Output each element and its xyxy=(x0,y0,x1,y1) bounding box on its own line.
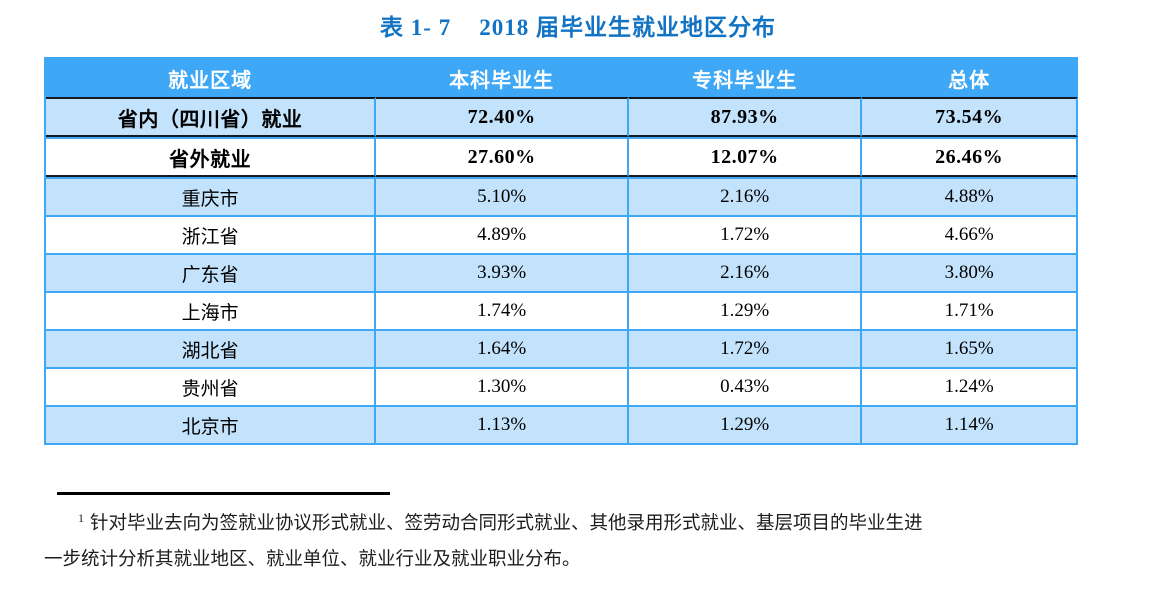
footnote-line-1: 针对毕业去向为签就业协议形式就业、签劳动合同形式就业、其他录用形式就业、基层项目… xyxy=(90,514,923,534)
table-row-hubei: 湖北省 1.64% 1.72% 1.65% xyxy=(46,331,1078,369)
cell-bachelor: 1.64% xyxy=(376,331,630,369)
footnote: 1 针对毕业去向为签就业协议形式就业、签劳动合同形式就业、其他录用形式就业、基层项… xyxy=(44,506,1110,578)
cell-region: 浙江省 xyxy=(46,217,377,255)
table-row-zhejiang: 浙江省 4.89% 1.72% 4.66% xyxy=(46,217,1078,255)
table-caption: 表 1- 7 2018 届毕业生就业地区分布 xyxy=(0,8,1156,42)
cell-overall: 1.14% xyxy=(862,407,1078,445)
cell-associate: 2.16% xyxy=(629,255,863,293)
cell-overall: 26.46% xyxy=(862,137,1078,177)
cell-overall: 1.71% xyxy=(862,293,1078,331)
cell-region: 省外就业 xyxy=(46,137,377,177)
table-row-guizhou: 贵州省 1.30% 0.43% 1.24% xyxy=(46,369,1078,407)
cell-region: 广东省 xyxy=(46,255,377,293)
table-row-in-province: 省内（四川省）就业 72.40% 87.93% 73.54% xyxy=(46,97,1078,137)
cell-bachelor: 1.13% xyxy=(376,407,630,445)
column-header-overall: 总体 xyxy=(862,59,1078,97)
cell-overall: 3.80% xyxy=(862,255,1078,293)
caption-title: 2018 届毕业生就业地区分布 xyxy=(479,15,776,40)
cell-bachelor: 1.74% xyxy=(376,293,630,331)
cell-associate: 1.72% xyxy=(629,217,863,255)
column-header-region: 就业区域 xyxy=(46,59,377,97)
footnote-marker: 1 xyxy=(78,510,84,525)
cell-bachelor: 4.89% xyxy=(376,217,630,255)
employment-region-table: 就业区域 本科毕业生 专科毕业生 总体 省内（四川省）就业 72.40% 87.… xyxy=(44,57,1078,445)
cell-region: 重庆市 xyxy=(46,177,377,217)
cell-bachelor: 3.93% xyxy=(376,255,630,293)
cell-associate: 2.16% xyxy=(629,177,863,217)
cell-region: 上海市 xyxy=(46,293,377,331)
cell-associate: 87.93% xyxy=(629,97,863,137)
table-row-guangdong: 广东省 3.93% 2.16% 3.80% xyxy=(46,255,1078,293)
column-header-associate: 专科毕业生 xyxy=(629,59,863,97)
table-row-beijing: 北京市 1.13% 1.29% 1.14% xyxy=(46,407,1078,445)
cell-overall: 4.88% xyxy=(862,177,1078,217)
cell-bachelor: 72.40% xyxy=(376,97,630,137)
cell-region: 省内（四川省）就业 xyxy=(46,97,377,137)
cell-region: 北京市 xyxy=(46,407,377,445)
cell-overall: 1.65% xyxy=(862,331,1078,369)
cell-associate: 1.29% xyxy=(629,293,863,331)
cell-associate: 12.07% xyxy=(629,137,863,177)
footnote-line-2: 一步统计分析其就业地区、就业单位、就业行业及就业职业分布。 xyxy=(44,550,581,570)
table-row-chongqing: 重庆市 5.10% 2.16% 4.88% xyxy=(46,177,1078,217)
cell-associate: 1.29% xyxy=(629,407,863,445)
cell-bachelor: 5.10% xyxy=(376,177,630,217)
cell-region: 湖北省 xyxy=(46,331,377,369)
cell-associate: 0.43% xyxy=(629,369,863,407)
cell-overall: 4.66% xyxy=(862,217,1078,255)
table-row-shanghai: 上海市 1.74% 1.29% 1.71% xyxy=(46,293,1078,331)
cell-overall: 73.54% xyxy=(862,97,1078,137)
table-row-out-of-province: 省外就业 27.60% 12.07% 26.46% xyxy=(46,137,1078,177)
header-row: 就业区域 本科毕业生 专科毕业生 总体 xyxy=(46,59,1078,97)
footnote-separator xyxy=(57,492,390,495)
cell-bachelor: 1.30% xyxy=(376,369,630,407)
caption-number: 表 1- 7 xyxy=(380,15,452,40)
cell-associate: 1.72% xyxy=(629,331,863,369)
cell-region: 贵州省 xyxy=(46,369,377,407)
cell-overall: 1.24% xyxy=(862,369,1078,407)
column-header-bachelor: 本科毕业生 xyxy=(376,59,630,97)
cell-bachelor: 27.60% xyxy=(376,137,630,177)
